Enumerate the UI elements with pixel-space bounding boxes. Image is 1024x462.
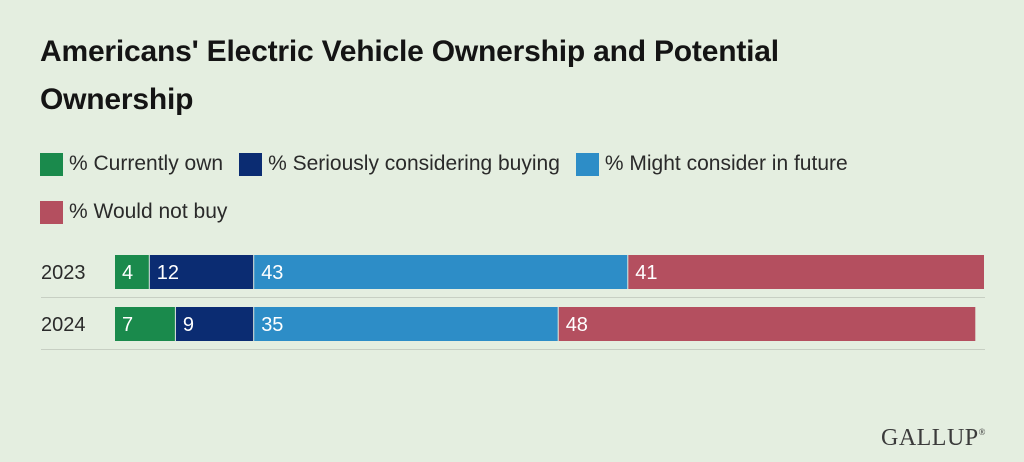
legend-item-would-not-buy: % Would not buy [40, 198, 227, 226]
legend-swatch-might-consider [575, 152, 599, 176]
category-label-2023: 2023 [41, 262, 86, 284]
bar-2023-series-3 [628, 255, 984, 289]
legend-item-seriously-considering: % Seriously considering buying [239, 150, 560, 178]
legend-label-seriously-considering: % Seriously considering buying [268, 152, 560, 175]
bar-2023-series-1 [149, 255, 254, 289]
bar-2024-series-0 [115, 307, 175, 341]
bar-2024-series-2 [254, 307, 558, 341]
legend-swatch-seriously-considering [239, 152, 263, 176]
legend-swatch-currently-own [40, 152, 63, 176]
data-label-2023-series-3: 41 [635, 262, 657, 284]
bar-2024-series-3 [558, 307, 976, 341]
data-label-2024-series-3: 48 [566, 314, 588, 336]
bar-2023-series-0 [115, 255, 149, 289]
category-label-2024: 2024 [41, 314, 86, 336]
data-label-2023-series-1: 12 [157, 262, 179, 284]
brand-text: GALLUP [880, 425, 979, 451]
legend-label-currently-own: % Currently own [69, 152, 224, 175]
data-label-2024-series-1: 9 [183, 314, 194, 336]
gallup-logo: GALLUP® [880, 425, 986, 451]
legend-label-might-consider: % Might consider in future [604, 152, 848, 175]
bar-2024-series-1 [175, 307, 254, 341]
legend-swatch-would-not-buy [40, 200, 63, 224]
bar-2023-series-2 [254, 255, 628, 289]
chart-legend: % Currently own % Seriously considering … [40, 150, 1000, 226]
legend-item-might-consider: % Might consider in future [575, 150, 848, 178]
data-label-2024-series-0: 7 [122, 314, 133, 336]
data-label-2023-series-0: 4 [122, 262, 133, 284]
legend-label-would-not-buy: % Would not buy [69, 200, 228, 223]
data-label-2023-series-2: 43 [261, 262, 283, 284]
data-label-2024-series-2: 35 [261, 314, 283, 336]
chart-title: Americans' Electric Vehicle Ownership an… [40, 35, 779, 116]
legend-item-currently-own: % Currently own [40, 150, 223, 178]
